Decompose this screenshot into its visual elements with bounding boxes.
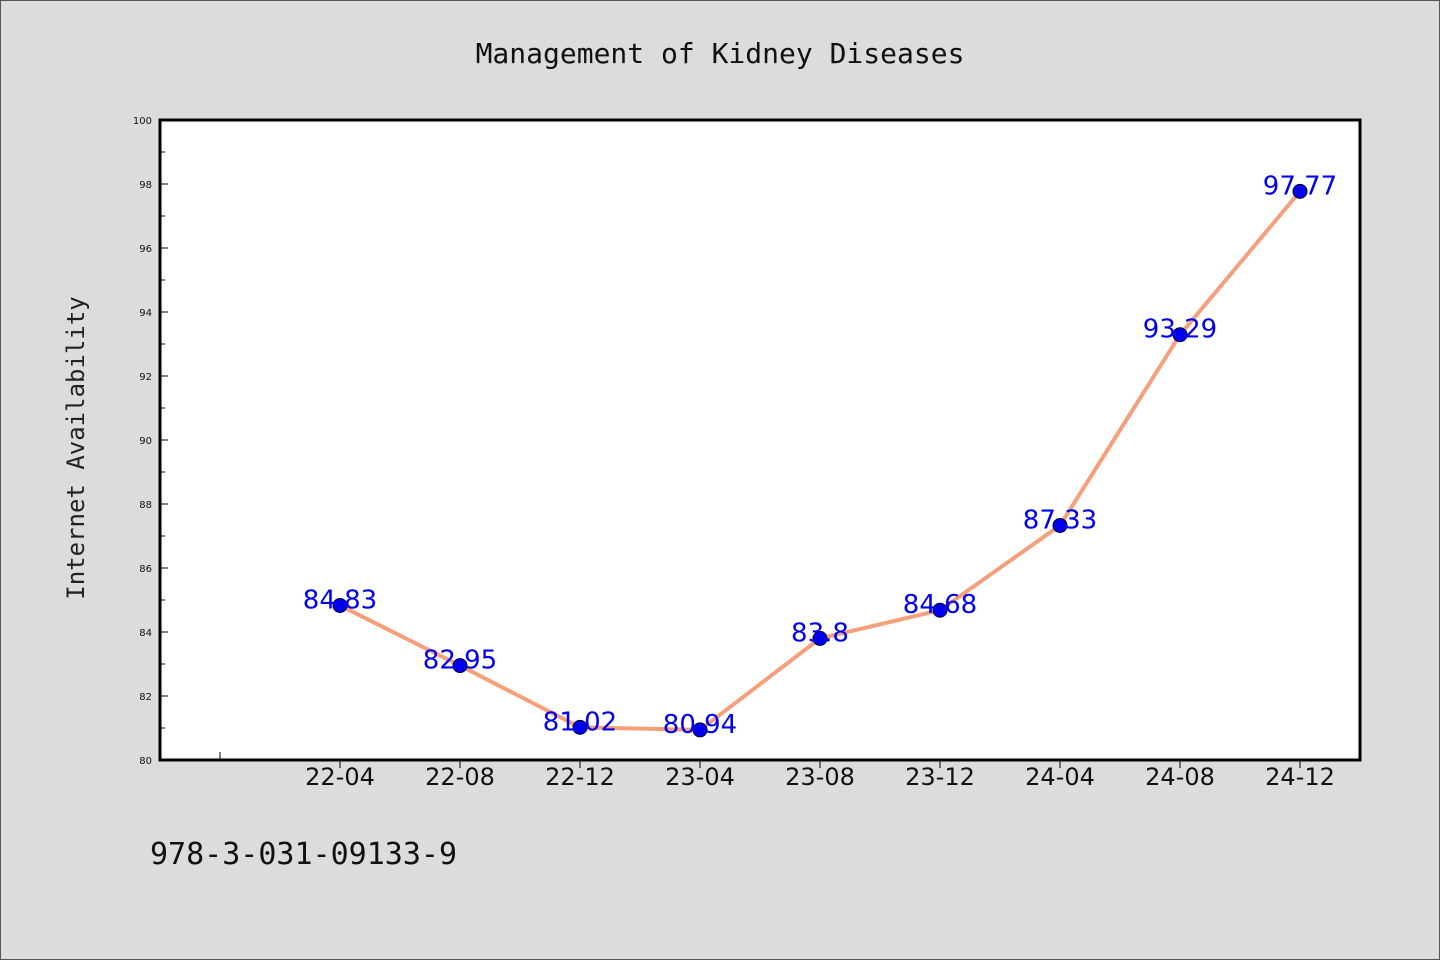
data-label: 81.02: [543, 707, 617, 737]
y-tick-label: 80: [139, 756, 152, 767]
data-labels: 84.83 82.95 81.02 80.94 83.8 84.68 87.33 93.29 9…: [303, 171, 1337, 740]
data-point: [692, 722, 708, 738]
data-point: [1292, 183, 1308, 199]
chart-title: Management of Kidney Diseases: [476, 37, 965, 70]
data-label: 80.94: [663, 710, 737, 740]
x-tick-label: 24-04: [1025, 763, 1095, 791]
x-tick-label: 23-12: [905, 763, 975, 791]
footer-isbn: 978-3-031-09133-9: [150, 837, 457, 872]
y-tick-label: 100: [133, 116, 152, 127]
y-axis-label: Internet Availability: [62, 296, 90, 599]
data-point: [932, 602, 948, 618]
y-tick-label: 86: [139, 564, 152, 575]
data-point: [452, 658, 468, 674]
data-label: 82.95: [423, 646, 497, 676]
y-tick-label: 84: [139, 628, 152, 639]
series-line: [332, 183, 1308, 738]
plot-area: [158, 118, 1362, 762]
y-axis: 80 82 84 86 88 90 92 94 96 98 100: [133, 116, 168, 767]
data-point: [332, 597, 348, 613]
y-tick-label: 88: [139, 500, 152, 511]
y-tick-label: 94: [139, 308, 152, 319]
data-label: 97.77: [1263, 171, 1337, 201]
y-tick-label: 90: [139, 436, 152, 447]
x-axis: 22-04 22-08 22-12 23-04 23-08 23-12 24-04 24-08…: [219, 752, 1335, 791]
x-tick-label: 22-08: [425, 763, 495, 791]
y-tick-label: 92: [139, 372, 152, 383]
x-tick-label: 24-12: [1265, 763, 1335, 791]
data-label: 83.8: [791, 618, 849, 648]
data-label: 87.33: [1023, 505, 1097, 535]
data-point: [812, 630, 828, 646]
data-point: [1052, 517, 1068, 533]
x-tick-label: 23-08: [785, 763, 855, 791]
x-tick-label: 22-12: [545, 763, 615, 791]
data-point: [572, 719, 588, 735]
x-tick-label: 24-08: [1145, 763, 1215, 791]
x-tick-label: 23-04: [665, 763, 735, 791]
data-label: 93.29: [1143, 315, 1217, 345]
x-tick-label: 22-04: [305, 763, 375, 791]
data-label: 84.68: [903, 590, 977, 620]
y-tick-label: 82: [139, 692, 152, 703]
data-label: 84.83: [303, 585, 377, 615]
y-tick-label: 96: [139, 244, 152, 255]
y-tick-label: 98: [139, 180, 152, 191]
data-point: [1172, 327, 1188, 343]
